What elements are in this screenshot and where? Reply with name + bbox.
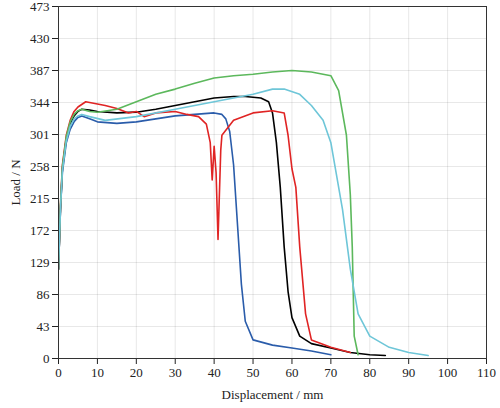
svg-text:0: 0 — [55, 365, 62, 380]
svg-text:10: 10 — [91, 365, 104, 380]
svg-text:30: 30 — [169, 365, 182, 380]
svg-text:90: 90 — [402, 365, 415, 380]
svg-text:0: 0 — [43, 351, 50, 366]
svg-text:40: 40 — [208, 365, 221, 380]
svg-text:50: 50 — [247, 365, 260, 380]
svg-text:110: 110 — [477, 365, 496, 380]
svg-text:473: 473 — [30, 0, 50, 14]
svg-text:301: 301 — [30, 127, 50, 142]
svg-text:215: 215 — [30, 191, 50, 206]
svg-text:86: 86 — [37, 287, 51, 302]
svg-text:60: 60 — [285, 365, 298, 380]
svg-text:344: 344 — [30, 95, 50, 110]
svg-text:20: 20 — [130, 365, 143, 380]
svg-text:100: 100 — [438, 365, 458, 380]
svg-text:387: 387 — [30, 63, 50, 78]
svg-text:129: 129 — [30, 255, 50, 270]
svg-text:Displacement / mm: Displacement / mm — [222, 387, 324, 402]
svg-text:80: 80 — [363, 365, 376, 380]
svg-text:43: 43 — [37, 319, 50, 334]
svg-text:430: 430 — [30, 31, 50, 46]
svg-text:Load / N: Load / N — [8, 159, 23, 206]
svg-text:70: 70 — [324, 365, 337, 380]
svg-text:258: 258 — [30, 159, 50, 174]
svg-text:172: 172 — [30, 223, 50, 238]
